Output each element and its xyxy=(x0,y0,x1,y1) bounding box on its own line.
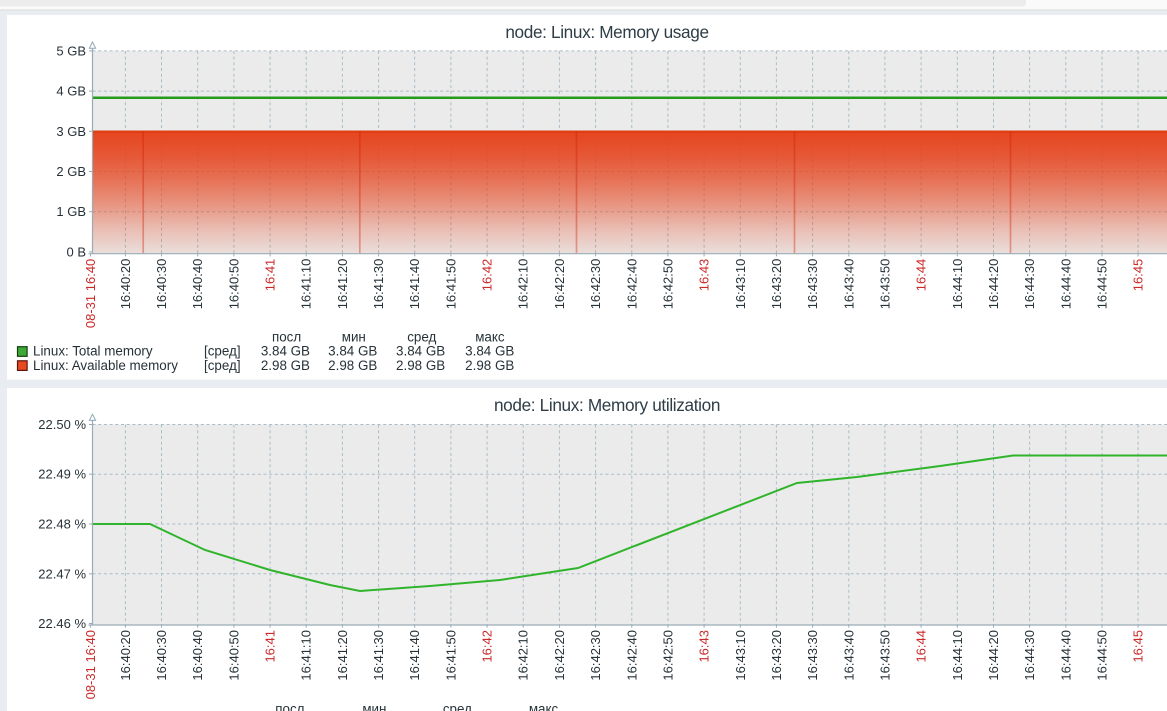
svg-text:node: Linux: Memory usage: node: Linux: Memory usage xyxy=(505,22,708,42)
svg-text:16:43:30: 16:43:30 xyxy=(805,259,820,310)
svg-text:16:44:10: 16:44:10 xyxy=(950,259,965,310)
svg-text:3.84 GB: 3.84 GB xyxy=(261,344,310,359)
svg-text:2.98 GB: 2.98 GB xyxy=(396,358,445,373)
svg-text:[сред]: [сред] xyxy=(204,344,241,359)
svg-text:16:43:30: 16:43:30 xyxy=(805,630,820,681)
svg-text:16:41:20: 16:41:20 xyxy=(335,259,350,310)
svg-text:16:44:50: 16:44:50 xyxy=(1095,630,1110,681)
svg-text:16:41: 16:41 xyxy=(263,630,278,663)
svg-text:16:41:10: 16:41:10 xyxy=(299,259,314,310)
svg-text:Linux: Available memory: Linux: Available memory xyxy=(33,358,178,373)
svg-text:макс: макс xyxy=(475,330,505,345)
svg-text:16:40:30: 16:40:30 xyxy=(154,630,169,681)
svg-text:16:45: 16:45 xyxy=(1131,259,1146,292)
svg-text:16:44:20: 16:44:20 xyxy=(986,630,1001,681)
svg-text:16:41:30: 16:41:30 xyxy=(371,259,386,310)
svg-text:16:44:20: 16:44:20 xyxy=(986,259,1001,310)
svg-text:16:44:30: 16:44:30 xyxy=(1022,259,1037,310)
svg-text:16:41:50: 16:41:50 xyxy=(443,259,458,310)
svg-text:08-31 16:40: 08-31 16:40 xyxy=(83,630,98,699)
svg-text:0 B: 0 B xyxy=(66,244,86,259)
svg-text:16:41:30: 16:41:30 xyxy=(371,630,386,681)
svg-text:16:40:20: 16:40:20 xyxy=(118,259,133,310)
svg-text:мин: мин xyxy=(362,702,386,711)
svg-text:мин: мин xyxy=(342,330,366,345)
svg-text:16:43: 16:43 xyxy=(697,630,712,663)
svg-text:22.46 %: 22.46 % xyxy=(38,616,86,631)
svg-text:посл: посл xyxy=(275,702,304,711)
svg-text:22.49 %: 22.49 % xyxy=(38,467,86,482)
svg-text:16:43:20: 16:43:20 xyxy=(769,630,784,681)
svg-text:2.98 GB: 2.98 GB xyxy=(328,358,377,373)
svg-text:16:42:10: 16:42:10 xyxy=(516,259,531,310)
svg-text:16:44:30: 16:44:30 xyxy=(1022,630,1037,681)
svg-text:сред: сред xyxy=(407,330,436,345)
svg-text:16:40:30: 16:40:30 xyxy=(154,259,169,310)
svg-text:16:43:40: 16:43:40 xyxy=(841,259,856,310)
svg-text:08-31 16:40: 08-31 16:40 xyxy=(83,259,98,328)
svg-text:16:43:10: 16:43:10 xyxy=(733,630,748,681)
svg-text:16:44:40: 16:44:40 xyxy=(1058,630,1073,681)
svg-text:16:42:30: 16:42:30 xyxy=(588,259,603,310)
svg-text:16:42:40: 16:42:40 xyxy=(624,630,639,681)
svg-text:16:40:50: 16:40:50 xyxy=(226,259,241,310)
svg-text:16:44: 16:44 xyxy=(914,259,929,292)
svg-text:22.50 %: 22.50 % xyxy=(38,417,86,432)
svg-text:16:41: 16:41 xyxy=(263,259,278,292)
svg-text:16:42:40: 16:42:40 xyxy=(624,259,639,310)
svg-text:сред: сред xyxy=(443,702,472,711)
svg-text:3.84 GB: 3.84 GB xyxy=(328,344,377,359)
svg-text:16:41:10: 16:41:10 xyxy=(299,630,314,681)
svg-text:16:41:50: 16:41:50 xyxy=(443,630,458,681)
svg-text:node: Linux: Memory utilizatio: node: Linux: Memory utilization xyxy=(494,395,720,415)
svg-text:16:42: 16:42 xyxy=(480,259,495,292)
svg-text:16:43:50: 16:43:50 xyxy=(877,630,892,681)
svg-text:16:42:50: 16:42:50 xyxy=(660,259,675,310)
svg-text:16:42:50: 16:42:50 xyxy=(660,630,675,681)
svg-text:16:40:40: 16:40:40 xyxy=(190,630,205,681)
svg-text:16:42:10: 16:42:10 xyxy=(516,630,531,681)
svg-text:16:40:20: 16:40:20 xyxy=(118,630,133,681)
svg-text:16:43:20: 16:43:20 xyxy=(769,259,784,310)
svg-text:16:43:10: 16:43:10 xyxy=(733,259,748,310)
svg-text:16:44:10: 16:44:10 xyxy=(950,630,965,681)
svg-text:3.84 GB: 3.84 GB xyxy=(465,344,514,359)
svg-text:Linux: Total memory: Linux: Total memory xyxy=(33,344,153,359)
svg-text:2 GB: 2 GB xyxy=(56,164,86,179)
svg-text:2.98 GB: 2.98 GB xyxy=(465,358,514,373)
svg-text:22.47 %: 22.47 % xyxy=(38,566,86,581)
svg-text:2.98 GB: 2.98 GB xyxy=(261,358,310,373)
svg-text:16:42:20: 16:42:20 xyxy=(552,630,567,681)
svg-text:16:44: 16:44 xyxy=(914,630,929,663)
svg-text:16:42:30: 16:42:30 xyxy=(588,630,603,681)
svg-text:посл: посл xyxy=(272,330,301,345)
svg-text:4 GB: 4 GB xyxy=(56,84,86,99)
svg-text:16:41:40: 16:41:40 xyxy=(407,259,422,310)
svg-text:16:43: 16:43 xyxy=(697,259,712,292)
svg-text:16:42: 16:42 xyxy=(480,630,495,663)
svg-text:16:41:40: 16:41:40 xyxy=(407,630,422,681)
svg-text:16:45: 16:45 xyxy=(1131,630,1146,663)
svg-text:16:44:40: 16:44:40 xyxy=(1058,259,1073,310)
svg-text:[сред]: [сред] xyxy=(204,358,241,373)
svg-text:3 GB: 3 GB xyxy=(56,124,86,139)
svg-text:16:40:40: 16:40:40 xyxy=(190,259,205,310)
svg-text:22.48 %: 22.48 % xyxy=(38,517,86,532)
svg-text:макс: макс xyxy=(529,702,559,711)
svg-text:16:43:40: 16:43:40 xyxy=(841,630,856,681)
svg-text:16:41:20: 16:41:20 xyxy=(335,630,350,681)
svg-text:5 GB: 5 GB xyxy=(56,43,86,58)
svg-text:16:40:50: 16:40:50 xyxy=(226,630,241,681)
svg-text:3.84 GB: 3.84 GB xyxy=(396,344,445,359)
svg-text:1 GB: 1 GB xyxy=(56,204,86,219)
svg-text:16:43:50: 16:43:50 xyxy=(877,259,892,310)
svg-text:16:42:20: 16:42:20 xyxy=(552,259,567,310)
svg-text:16:44:50: 16:44:50 xyxy=(1095,259,1110,310)
